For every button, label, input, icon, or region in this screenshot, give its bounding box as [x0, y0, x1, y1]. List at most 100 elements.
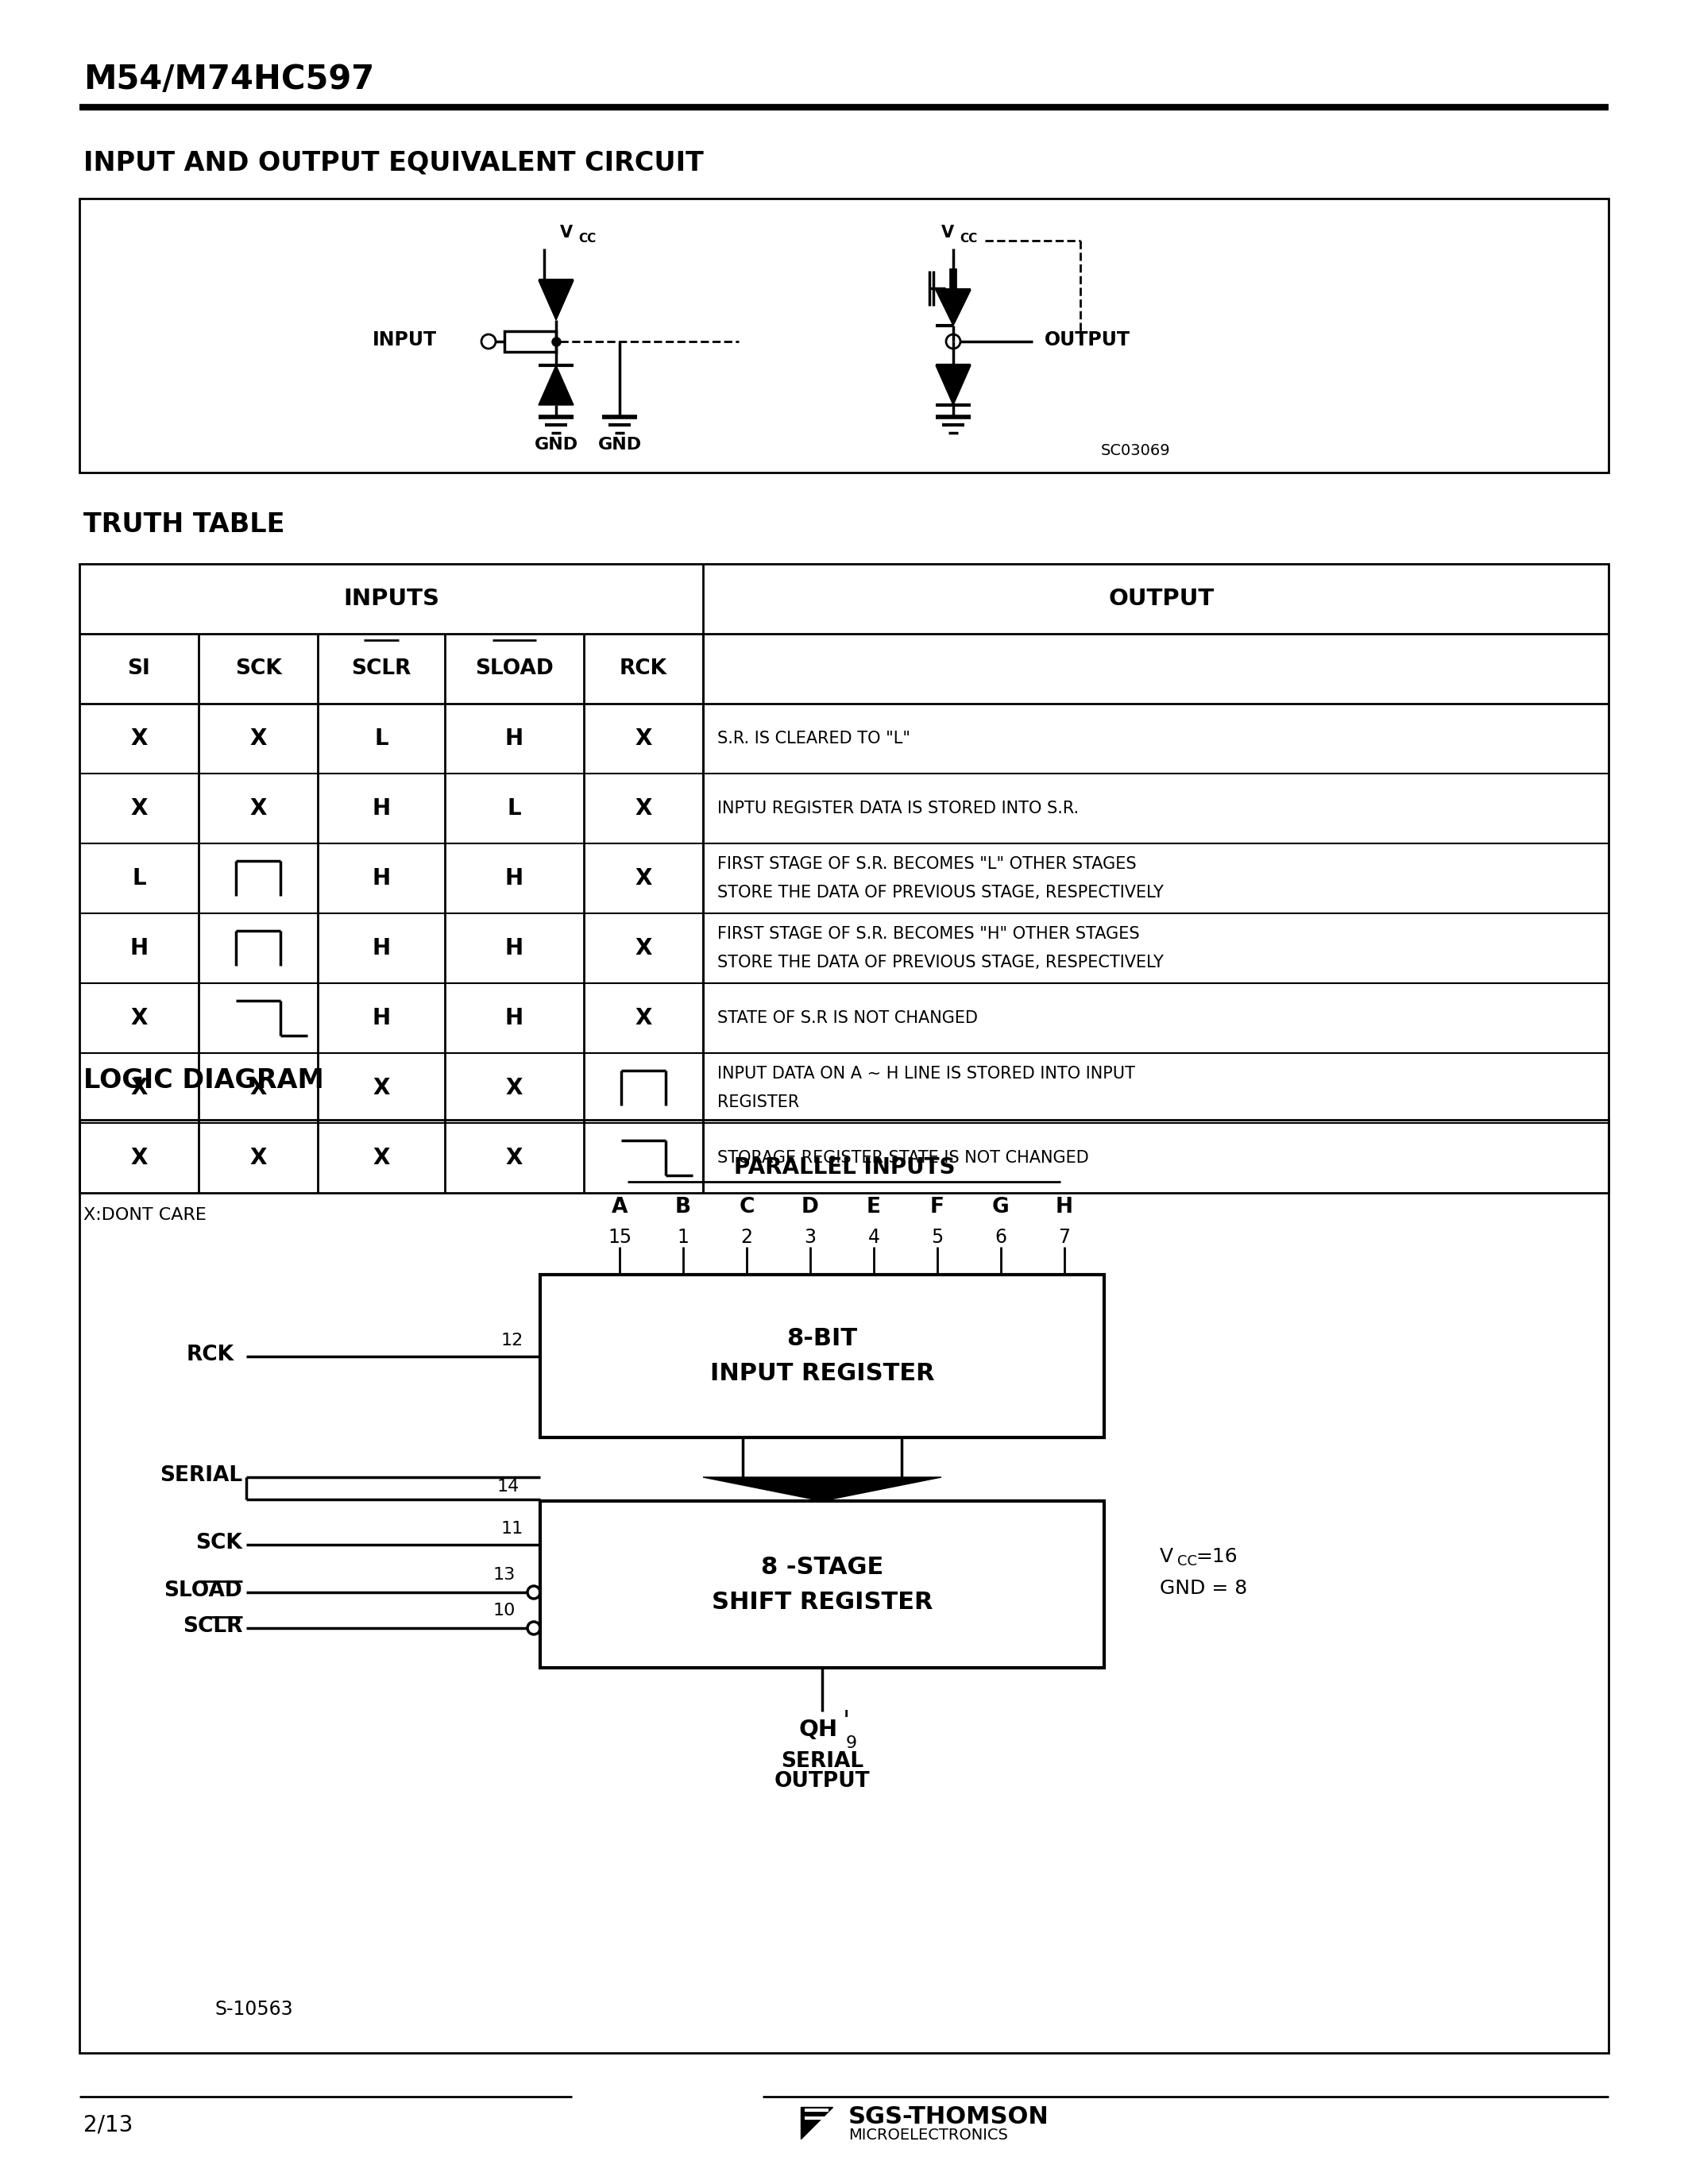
- Text: SCK: SCK: [196, 1533, 243, 1553]
- Text: INPUT REGISTER: INPUT REGISTER: [711, 1363, 935, 1385]
- Text: X: X: [130, 727, 147, 749]
- Text: 12: 12: [501, 1332, 523, 1348]
- Text: H: H: [505, 867, 523, 889]
- Text: SGS-THOMSON: SGS-THOMSON: [849, 2105, 1050, 2127]
- Text: STORE THE DATA OF PREVIOUS STAGE, RESPECTIVELY: STORE THE DATA OF PREVIOUS STAGE, RESPEC…: [717, 885, 1163, 900]
- Polygon shape: [935, 365, 971, 404]
- Text: CC: CC: [1177, 1555, 1197, 1568]
- Text: X: X: [250, 1077, 267, 1099]
- Text: V: V: [1160, 1546, 1173, 1566]
- Text: STORAGE REGISTER STATE IS NOT CHANGED: STORAGE REGISTER STATE IS NOT CHANGED: [717, 1151, 1089, 1166]
- Text: F: F: [930, 1197, 945, 1216]
- Text: V: V: [560, 225, 572, 240]
- Text: INPUT AND OUTPUT EQUIVALENT CIRCUIT: INPUT AND OUTPUT EQUIVALENT CIRCUIT: [83, 151, 704, 177]
- Text: =16: =16: [1195, 1546, 1237, 1566]
- Text: 5: 5: [932, 1227, 944, 1247]
- Text: 4: 4: [868, 1227, 879, 1247]
- Text: M54/M74HC597: M54/M74HC597: [83, 63, 375, 96]
- Text: SLOAD: SLOAD: [164, 1581, 243, 1601]
- Text: X: X: [250, 797, 267, 819]
- Text: OUTPUT: OUTPUT: [775, 1771, 869, 1791]
- Text: S-10563: S-10563: [214, 2001, 294, 2018]
- Text: 8-BIT: 8-BIT: [787, 1328, 858, 1350]
- Polygon shape: [538, 365, 574, 404]
- Text: SI: SI: [128, 657, 150, 679]
- Text: SC03069: SC03069: [1101, 443, 1171, 459]
- Text: H: H: [505, 1007, 523, 1029]
- Text: 10: 10: [493, 1603, 517, 1618]
- Text: 2: 2: [741, 1227, 753, 1247]
- Text: SERIAL: SERIAL: [160, 1465, 243, 1485]
- Text: H: H: [371, 1007, 390, 1029]
- Text: SCLR: SCLR: [182, 1616, 243, 1636]
- Text: CC: CC: [959, 232, 977, 245]
- Text: X: X: [635, 797, 652, 819]
- Polygon shape: [538, 280, 574, 321]
- Text: OUTPUT: OUTPUT: [1109, 587, 1215, 609]
- Text: X: X: [130, 1147, 147, 1168]
- Text: RCK: RCK: [187, 1343, 235, 1365]
- Text: X: X: [250, 727, 267, 749]
- Text: S.R. IS CLEARED TO "L": S.R. IS CLEARED TO "L": [717, 732, 910, 747]
- Text: E: E: [866, 1197, 881, 1216]
- Text: X: X: [130, 1007, 147, 1029]
- Text: H: H: [1055, 1197, 1074, 1216]
- Text: SERIAL: SERIAL: [782, 1752, 864, 1771]
- Text: LOGIC DIAGRAM: LOGIC DIAGRAM: [83, 1068, 324, 1094]
- Text: ': ': [842, 1708, 849, 1734]
- Text: X: X: [635, 727, 652, 749]
- Text: C: C: [739, 1197, 755, 1216]
- Text: SLOAD: SLOAD: [474, 657, 554, 679]
- Text: X: X: [506, 1147, 523, 1168]
- Text: 14: 14: [498, 1479, 520, 1494]
- Text: 11: 11: [501, 1520, 523, 1538]
- Text: SCLR: SCLR: [351, 657, 412, 679]
- Text: RCK: RCK: [619, 657, 667, 679]
- Text: X: X: [373, 1147, 390, 1168]
- Text: D: D: [802, 1197, 819, 1216]
- Text: INPTU REGISTER DATA IS STORED INTO S.R.: INPTU REGISTER DATA IS STORED INTO S.R.: [717, 802, 1079, 817]
- Text: GND: GND: [533, 437, 577, 452]
- Text: PARALLEL INPUTS: PARALLEL INPUTS: [734, 1155, 955, 1179]
- Text: X: X: [130, 797, 147, 819]
- Text: X: X: [506, 1077, 523, 1099]
- Text: A: A: [611, 1197, 628, 1216]
- Text: 1: 1: [677, 1227, 689, 1247]
- Text: L: L: [132, 867, 147, 889]
- Text: 2/13: 2/13: [83, 2114, 133, 2136]
- Text: SCK: SCK: [235, 657, 282, 679]
- Text: FIRST STAGE OF S.R. BECOMES "L" OTHER STAGES: FIRST STAGE OF S.R. BECOMES "L" OTHER ST…: [717, 856, 1136, 871]
- Text: 3: 3: [803, 1227, 817, 1247]
- Text: X: X: [130, 1077, 147, 1099]
- Text: H: H: [130, 937, 149, 959]
- Text: X: X: [635, 937, 652, 959]
- Text: TRUTH TABLE: TRUTH TABLE: [83, 511, 285, 537]
- Text: 13: 13: [493, 1566, 515, 1583]
- Text: INPUT: INPUT: [373, 330, 437, 349]
- Bar: [79, 563, 1609, 1192]
- Text: B: B: [675, 1197, 690, 1216]
- Bar: [79, 1120, 1609, 2053]
- Text: INPUTS: INPUTS: [343, 587, 439, 609]
- Text: H: H: [371, 937, 390, 959]
- Text: OUTPUT: OUTPUT: [1045, 330, 1131, 349]
- Text: 7: 7: [1058, 1227, 1070, 1247]
- Text: 15: 15: [608, 1227, 631, 1247]
- Text: INPUT DATA ON A ~ H LINE IS STORED INTO INPUT: INPUT DATA ON A ~ H LINE IS STORED INTO …: [717, 1066, 1134, 1081]
- Text: H: H: [371, 867, 390, 889]
- Bar: [505, 332, 555, 352]
- Text: X: X: [250, 1147, 267, 1168]
- Bar: [540, 1500, 1104, 1669]
- Text: MICROELECTRONICS: MICROELECTRONICS: [849, 2127, 1008, 2143]
- Text: 8 -STAGE: 8 -STAGE: [761, 1555, 883, 1579]
- Text: STATE OF S.R IS NOT CHANGED: STATE OF S.R IS NOT CHANGED: [717, 1011, 977, 1026]
- Bar: [540, 1275, 1104, 1437]
- Text: 9: 9: [846, 1736, 858, 1752]
- Text: 6: 6: [994, 1227, 1006, 1247]
- Polygon shape: [800, 2108, 832, 2138]
- Text: H: H: [371, 797, 390, 819]
- Text: SHIFT REGISTER: SHIFT REGISTER: [712, 1590, 933, 1614]
- Text: CC: CC: [579, 232, 596, 245]
- Polygon shape: [702, 1476, 942, 1500]
- Bar: [79, 199, 1609, 472]
